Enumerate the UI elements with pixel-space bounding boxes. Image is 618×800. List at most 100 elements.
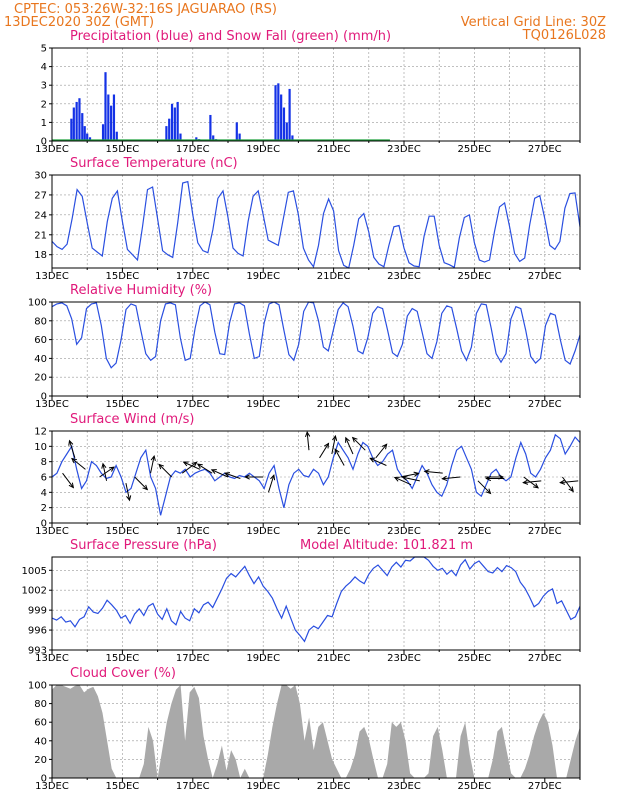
wind-arrow-head	[150, 454, 156, 462]
y-tick-label: 5	[41, 44, 47, 55]
wind-arrow-head	[393, 476, 400, 482]
x-tick-label: 21DEC	[317, 526, 351, 537]
wind-arrow	[183, 461, 201, 470]
wind-arrow	[345, 437, 354, 455]
wind-arrow	[306, 432, 310, 451]
x-tick-label: 21DEC	[317, 144, 351, 155]
x-tick-label: 13DEC	[35, 399, 69, 410]
x-tick-label: 21DEC	[317, 653, 351, 664]
wind-arrow-head	[413, 471, 420, 477]
wind-arrow-head	[196, 463, 203, 469]
wind-arrow-head	[71, 457, 77, 464]
precip-bar	[70, 118, 73, 141]
y-tick-label: 2	[41, 99, 47, 110]
y-tick-label: 100	[28, 298, 47, 309]
series-line	[51, 180, 581, 269]
y-tick-label: 100	[28, 681, 47, 692]
x-tick-label: 23DEC	[387, 653, 421, 664]
precip-bar	[107, 94, 110, 141]
y-tick-label: 1	[41, 118, 47, 129]
series-line	[51, 433, 581, 516]
wind-arrow-head	[304, 431, 311, 438]
x-tick-label: 25DEC	[458, 653, 492, 664]
wind-arrow	[211, 469, 229, 478]
x-tick-label: 13DEC	[35, 144, 69, 155]
wind-arrow-head	[158, 463, 164, 470]
wind-arrow	[71, 458, 86, 470]
wind-arrow	[69, 440, 76, 458]
x-tick-label: 17DEC	[176, 271, 210, 282]
precip-bar	[212, 135, 215, 141]
x-tick-label: 23DEC	[387, 144, 421, 155]
x-tick-label: 17DEC	[176, 781, 210, 792]
x-tick-label: 21DEC	[317, 781, 351, 792]
panel-2: 18 21 24 27 30 13DEC 15DEC 17DEC 19DEC 21DEC 23DEC…	[34, 156, 581, 282]
wind-arrow	[402, 476, 420, 482]
x-tick-label: 19DEC	[246, 781, 280, 792]
plot-frame	[51, 556, 581, 651]
y-tick-label: 20	[34, 373, 47, 384]
wind-arrow-head	[423, 469, 430, 475]
x-tick-label: 27DEC	[528, 653, 562, 664]
wind-arrow	[560, 480, 579, 484]
wind-arrow	[158, 464, 173, 478]
panel-title: Cloud Cover (%)	[70, 666, 176, 681]
y-tick-label: 21	[34, 230, 47, 241]
panel-title: Surface Pressure (hPa)	[70, 538, 217, 553]
x-tick-label: 19DEC	[246, 526, 280, 537]
wind-arrow-head	[334, 448, 340, 455]
precip-bar	[277, 83, 280, 141]
wind-arrow	[102, 463, 108, 481]
precip-bar	[104, 72, 107, 141]
precip-bar	[195, 137, 198, 141]
wind-arrow-head	[559, 479, 566, 485]
plot-frame	[51, 301, 581, 397]
wind-arrow	[442, 476, 461, 480]
plot-frame	[51, 430, 581, 524]
y-tick-label: 80	[34, 699, 47, 710]
wind-arrow	[523, 476, 539, 489]
precip-bar	[285, 122, 288, 141]
x-tick-label: 27DEC	[528, 271, 562, 282]
wind-arrow-head	[332, 434, 338, 441]
y-tick-label: 20	[34, 755, 47, 766]
x-tick-label: 17DEC	[176, 399, 210, 410]
x-tick-label: 13DEC	[35, 526, 69, 537]
x-tick-label: 15DEC	[106, 144, 140, 155]
cloud-cover-area	[52, 685, 580, 778]
wind-arrow-head	[182, 461, 189, 467]
x-tick-label: 15DEC	[106, 399, 140, 410]
x-tick-label: 23DEC	[387, 271, 421, 282]
precip-bar	[86, 133, 89, 141]
wind-arrow	[369, 457, 387, 466]
x-tick-label: 21DEC	[317, 271, 351, 282]
panel-title: Surface Temperature (nC)	[70, 156, 238, 171]
wind-arrow-head	[401, 475, 408, 481]
x-tick-label: 23DEC	[387, 781, 421, 792]
wind-arrow	[394, 477, 412, 486]
panel-3: 0 20 40 60 80 100 13DEC 15DEC 17DEC 19DEC 21DEC 23D…	[28, 283, 581, 410]
panel-1: 0 1 2 3 4 5 13DEC 15DEC 17DEC 19DEC 21DEC 23DEC 25DE…	[35, 29, 581, 155]
wind-arrow-head	[351, 436, 358, 443]
x-tick-label: 19DEC	[246, 653, 280, 664]
y-tick-label: 24	[34, 210, 47, 221]
wind-arrow-head	[522, 479, 529, 485]
precip-bar	[282, 107, 286, 141]
x-tick-label: 21DEC	[317, 399, 351, 410]
wind-arrow-head	[485, 488, 492, 495]
wind-arrow	[562, 476, 574, 492]
wind-arrow	[62, 472, 74, 488]
wind-arrow-head	[369, 457, 376, 463]
wind-arrow	[99, 466, 115, 478]
x-tick-label: 27DEC	[528, 144, 562, 155]
wind-arrow	[125, 483, 131, 501]
wind-arrow-head	[210, 469, 217, 474]
wind-arrow	[523, 480, 542, 484]
wind-arrow-head	[270, 474, 276, 481]
precip-bar	[176, 101, 179, 141]
precip-bar	[112, 94, 116, 141]
header-model: TQ0126L028	[522, 28, 606, 43]
wind-arrow-head	[244, 474, 250, 480]
precip-bar	[291, 135, 294, 141]
series-line	[51, 301, 581, 369]
